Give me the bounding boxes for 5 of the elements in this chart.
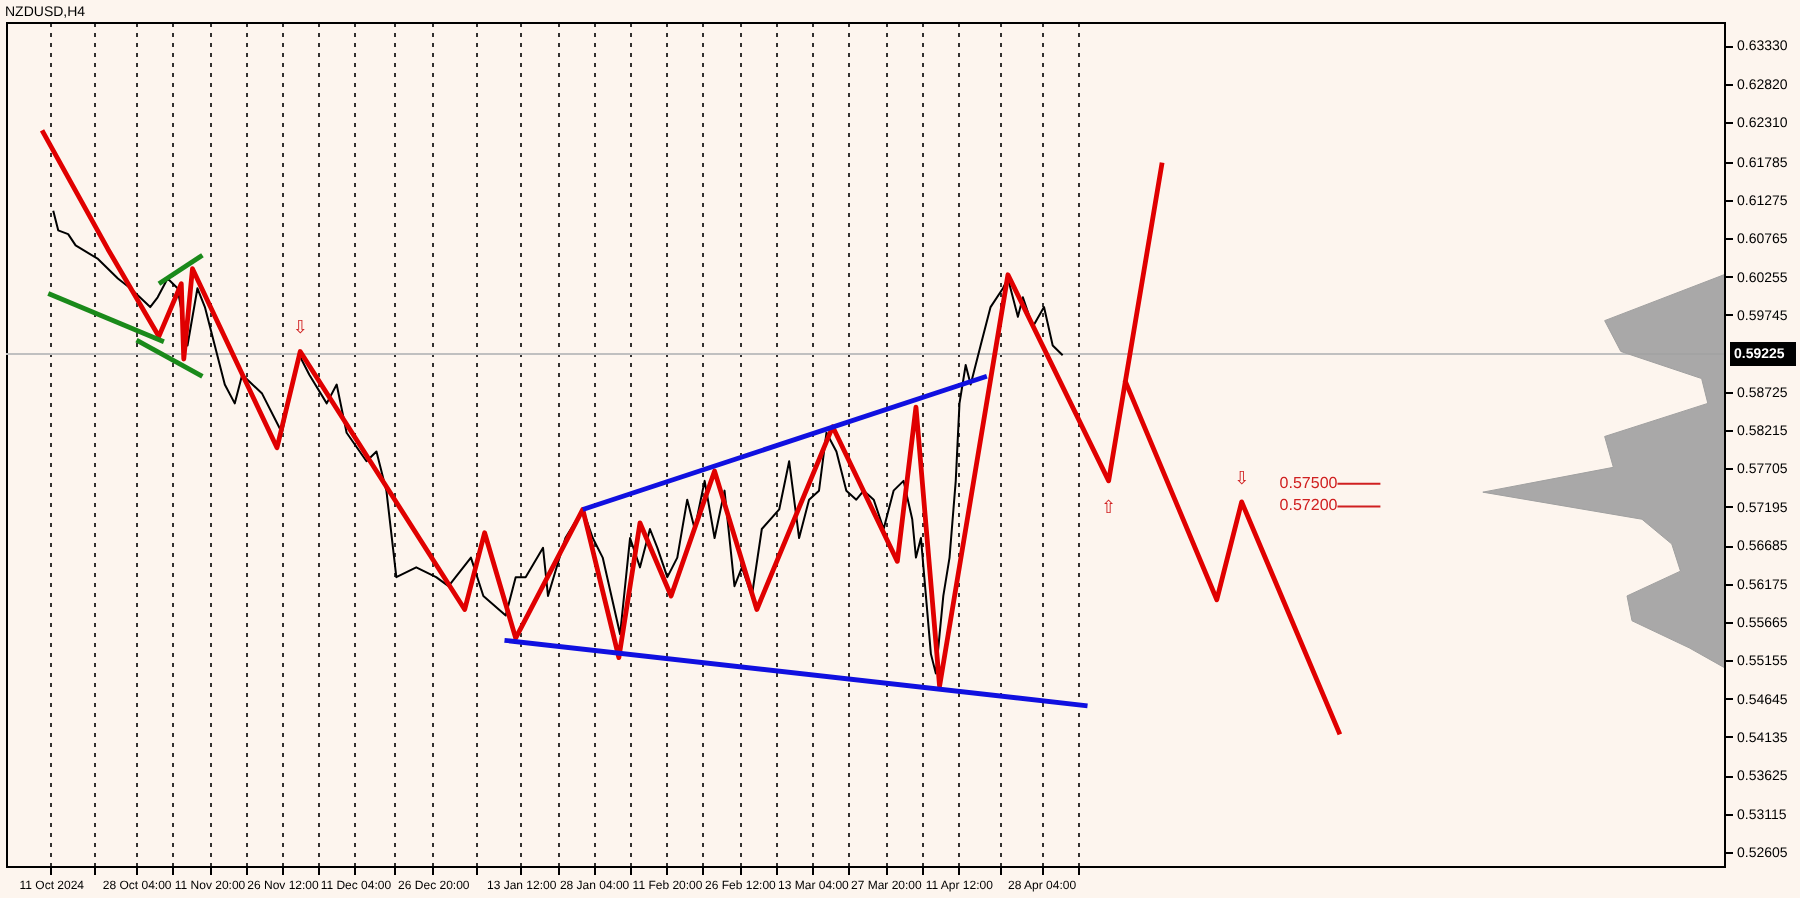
ref-line-label: 0.57200 <box>1279 496 1339 515</box>
annotation: ⇩ <box>1234 469 1250 490</box>
ref-line-label: 0.57500 <box>1279 473 1339 492</box>
annotation: ⇧ <box>1101 498 1117 519</box>
annotation: ⇩ <box>292 319 308 340</box>
